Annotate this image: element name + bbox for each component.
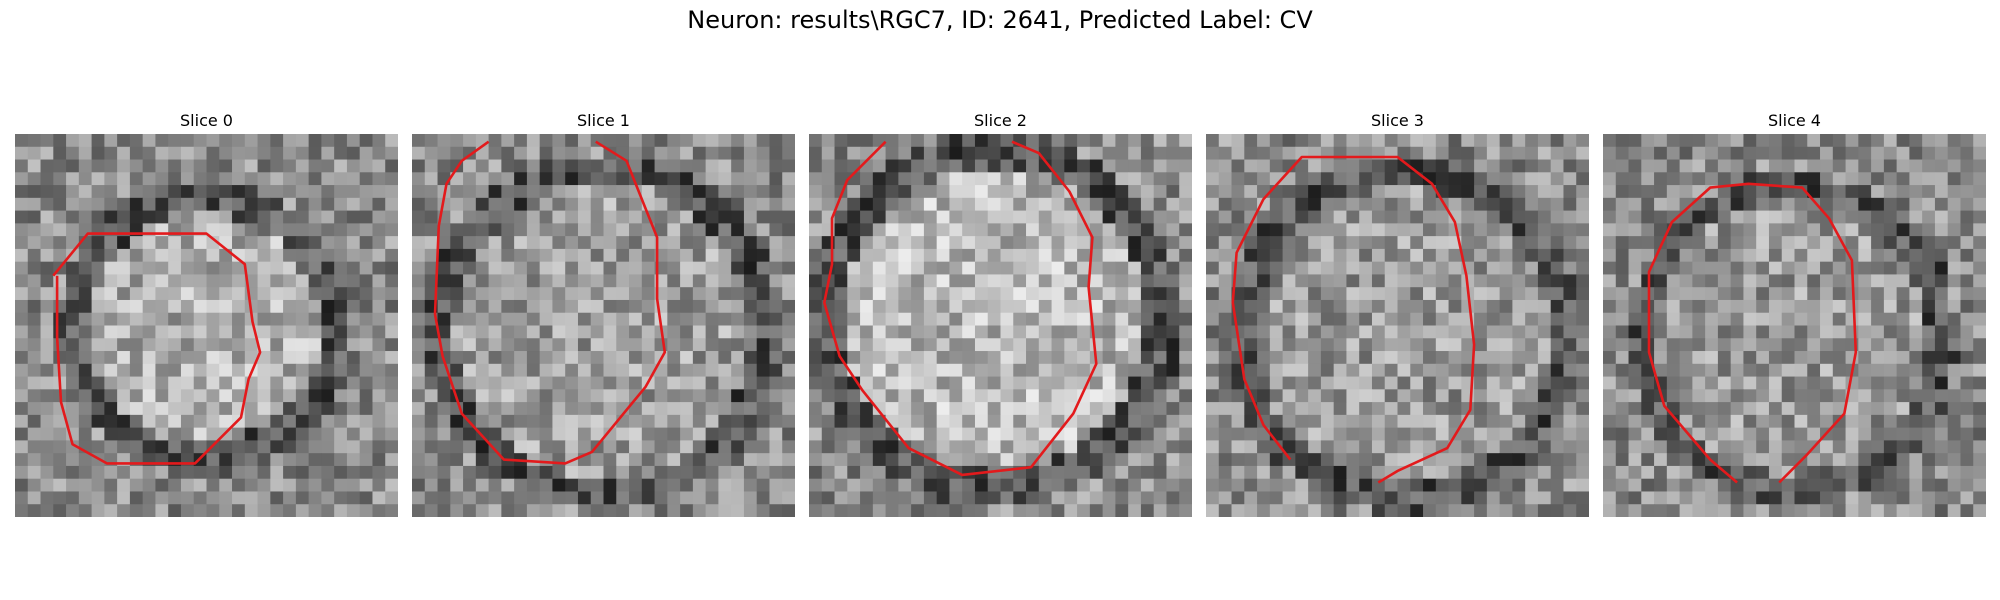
figure-title: Neuron: results\RGC7, ID: 2641, Predicte…	[687, 6, 1313, 34]
slice-panel-2: Slice 2	[809, 110, 1192, 517]
slice-image	[1603, 134, 1986, 517]
slice-image	[15, 134, 398, 517]
pixel-grid	[15, 134, 398, 517]
pixel-grid	[1603, 134, 1986, 517]
slice-image	[412, 134, 795, 517]
pixel-grid	[1206, 134, 1589, 517]
segmentation-contour	[433, 140, 667, 465]
slice-title: Slice 1	[577, 111, 630, 130]
segmentation-contour	[1647, 182, 1858, 484]
segmentation-contour	[1231, 155, 1476, 484]
segmentation-contour	[823, 140, 1098, 477]
pixel-grid	[412, 134, 795, 517]
slice-title: Slice 2	[974, 111, 1027, 130]
slice-panel-4: Slice 4	[1603, 110, 1986, 517]
slice-image	[1206, 134, 1589, 517]
pixel-grid	[809, 134, 1192, 517]
slice-title: Slice 4	[1768, 111, 1821, 130]
slice-panel-1: Slice 1	[412, 110, 795, 517]
slice-title: Slice 3	[1371, 111, 1424, 130]
slice-panel-3: Slice 3	[1206, 110, 1589, 517]
slice-panel-0: Slice 0	[15, 110, 398, 517]
slice-title: Slice 0	[180, 111, 233, 130]
segmentation-contour	[52, 232, 262, 465]
slice-image	[809, 134, 1192, 517]
